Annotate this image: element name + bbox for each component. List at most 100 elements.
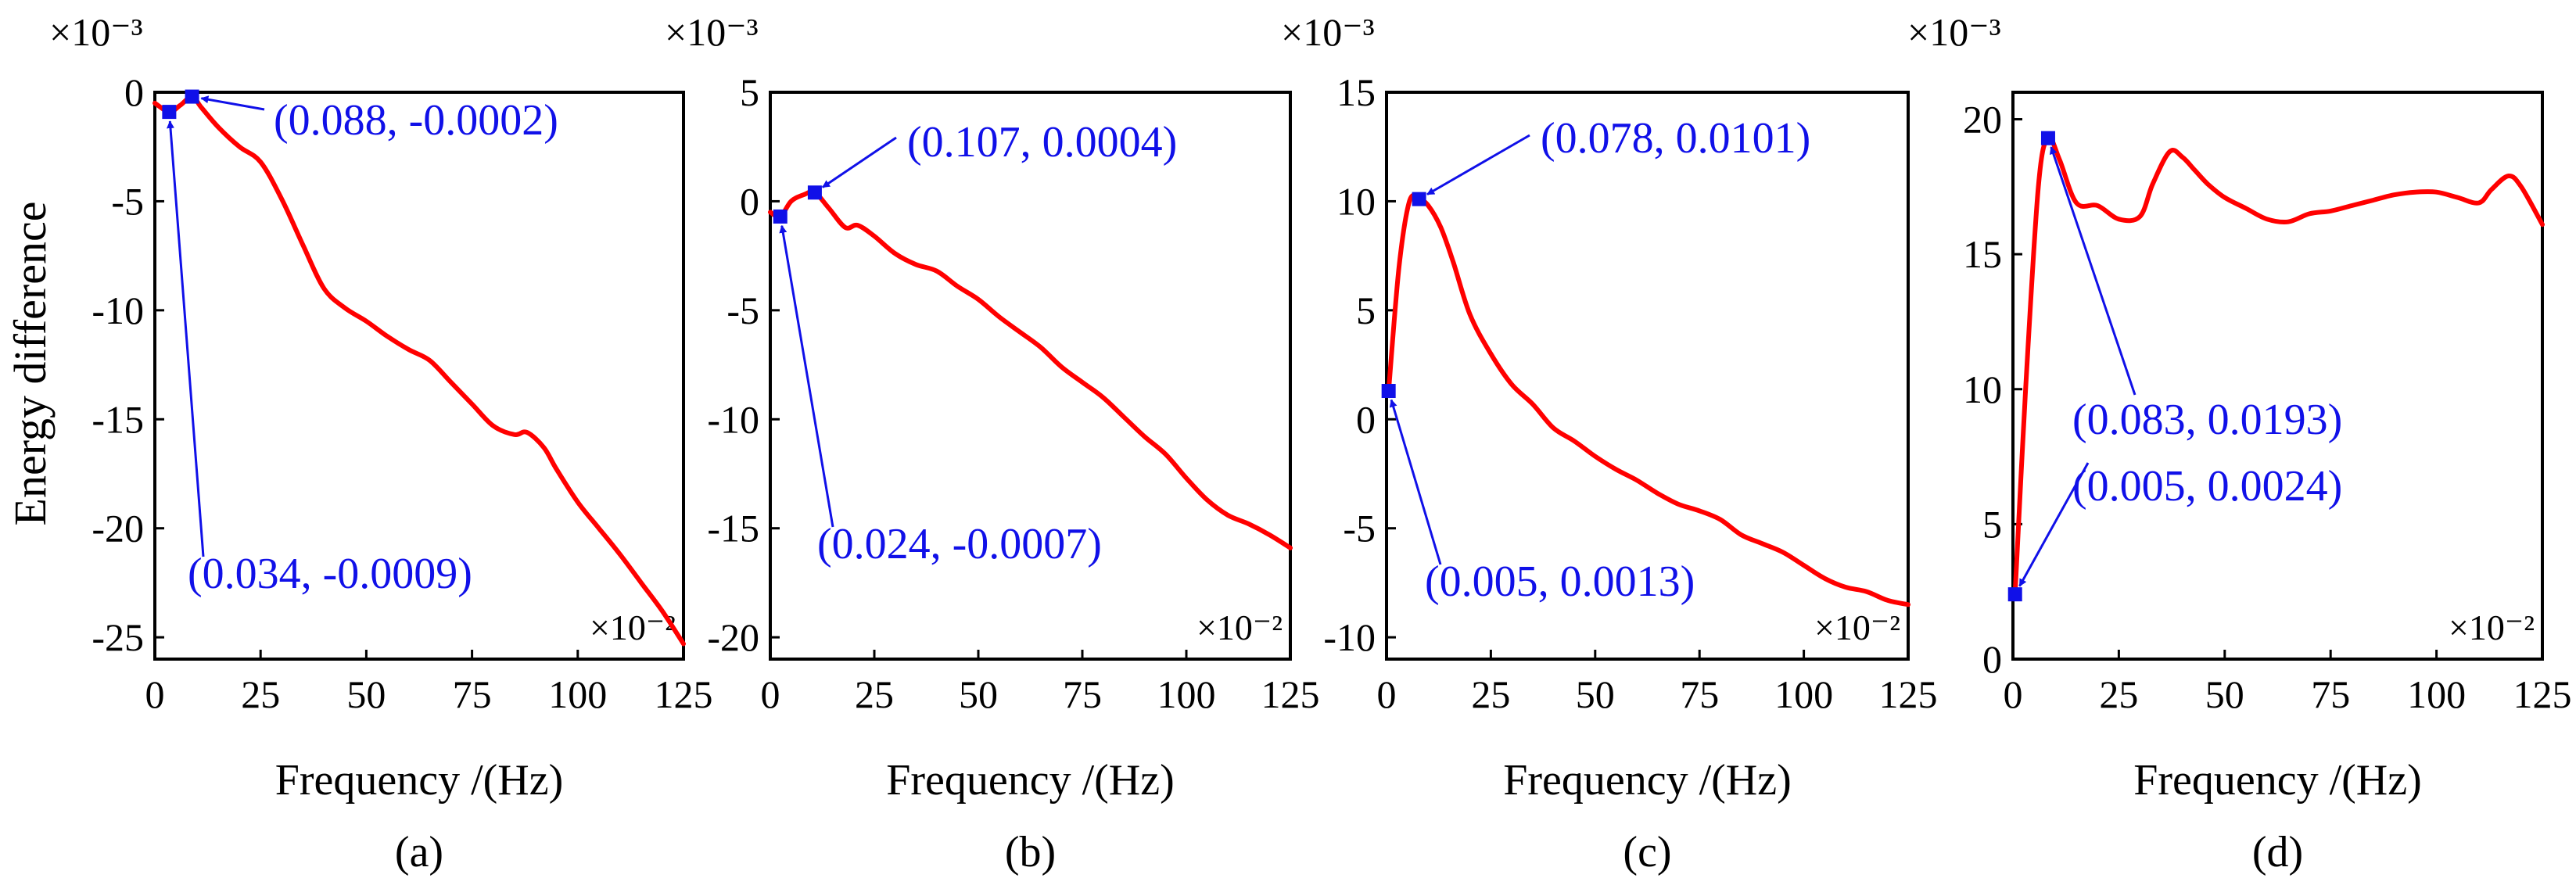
annotation-arrow bbox=[200, 95, 265, 111]
x-axis-title: Frequency /(Hz) bbox=[2133, 756, 2422, 805]
x-multiplier: ×10⁻² bbox=[1197, 607, 1283, 647]
annotation-arrow bbox=[167, 120, 205, 557]
panel-label: (d) bbox=[2252, 828, 2303, 876]
annotation-arrow bbox=[2049, 146, 2137, 396]
x-tick-label: 25 bbox=[2099, 672, 2138, 716]
y-tick-label: 10 bbox=[1336, 179, 1376, 223]
panel-label: (c) bbox=[1623, 828, 1671, 876]
y-tick-label: 0 bbox=[740, 179, 759, 223]
y-multiplier: ×10⁻³ bbox=[1281, 10, 1375, 54]
series-line bbox=[152, 94, 686, 647]
y-multiplier: ×10⁻³ bbox=[1907, 10, 2001, 54]
x-tick-label: 50 bbox=[959, 672, 998, 716]
y-tick-label: 0 bbox=[1982, 637, 2002, 681]
plot-frame bbox=[1385, 91, 1910, 661]
x-tick-label: 75 bbox=[2311, 672, 2350, 716]
data-marker bbox=[162, 105, 177, 120]
data-marker bbox=[2040, 131, 2055, 145]
y-tick-label: -10 bbox=[707, 397, 759, 441]
data-marker bbox=[1412, 192, 1426, 206]
chart-panel-b: 0 25 50 75 100 12550-5-10-15-20×10⁻³×10⁻²Freq… bbox=[665, 10, 1320, 876]
annotation-label: (0.005, 0.0013) bbox=[1425, 557, 1695, 606]
x-tick-label: 100 bbox=[2407, 672, 2466, 716]
annotation-arrow bbox=[822, 136, 897, 188]
chart-panel-a: 0 25 50 75 100 125 0 -5 -10 -15 -20 -25 ×10⁻³ ×10⁻² Fr… bbox=[49, 10, 713, 876]
x-tick-label: 50 bbox=[2205, 672, 2244, 716]
x-multiplier: ×10⁻² bbox=[2449, 607, 2535, 647]
chart-panel-d: 0 25 50 75 100 12520151050×10⁻³×10⁻²Frequency… bbox=[1907, 10, 2572, 876]
x-tick-label: 125 bbox=[1879, 672, 1938, 716]
y-tick-label: -5 bbox=[1343, 507, 1376, 550]
y-tick-label: -15 bbox=[707, 507, 759, 550]
chart-panel-c: 0 25 50 75 100 125151050-5-10×10⁻³×10⁻²Freque… bbox=[1281, 10, 1938, 876]
plot-frame bbox=[769, 91, 1292, 661]
x-tick-label: 0 bbox=[145, 672, 165, 716]
x-tick-label: 75 bbox=[453, 672, 492, 716]
x-axis-title: Frequency /(Hz) bbox=[275, 756, 564, 805]
y-tick-label: -5 bbox=[727, 289, 759, 332]
y-tick-label: -15 bbox=[91, 397, 144, 441]
x-tick-label: 100 bbox=[548, 672, 607, 716]
annotation-arrow bbox=[779, 224, 834, 528]
x-tick-label: 75 bbox=[1680, 672, 1719, 716]
plot-frame bbox=[153, 91, 685, 661]
panel-label: (a) bbox=[395, 828, 443, 876]
x-tick-label: 50 bbox=[346, 672, 386, 716]
annotation-label: (0.088, -0.0002) bbox=[274, 96, 558, 145]
annotation-label: (0.005, 0.0024) bbox=[2072, 462, 2342, 511]
x-axis-title: Frequency /(Hz) bbox=[1503, 756, 1792, 805]
y-multiplier: ×10⁻³ bbox=[49, 10, 143, 54]
plot-frame bbox=[2011, 91, 2544, 661]
series-line bbox=[1386, 192, 1910, 607]
data-marker bbox=[773, 209, 788, 224]
x-tick-label: 25 bbox=[241, 672, 280, 716]
y-tick-label: 5 bbox=[740, 70, 759, 114]
x-tick-label: 100 bbox=[1774, 672, 1833, 716]
y-tick-label: 15 bbox=[1336, 70, 1376, 114]
annotation-label: (0.107, 0.0004) bbox=[907, 118, 1177, 167]
x-multiplier: ×10⁻² bbox=[590, 607, 676, 647]
y-tick-label: -5 bbox=[111, 179, 144, 223]
annotation-arrow bbox=[1426, 134, 1530, 195]
data-marker bbox=[1381, 384, 1396, 399]
annotation-label: (0.024, -0.0007) bbox=[817, 520, 1102, 568]
y-tick-label: -25 bbox=[91, 615, 144, 659]
panel-label: (b) bbox=[1005, 828, 1056, 876]
y-tick-label: -20 bbox=[91, 507, 144, 550]
x-multiplier: ×10⁻² bbox=[1814, 607, 1900, 647]
y-tick-label: 20 bbox=[1963, 98, 2002, 142]
y-tick-label: 0 bbox=[124, 70, 144, 114]
annotation-label: (0.083, 0.0193) bbox=[2072, 396, 2342, 444]
y-tick-label: -20 bbox=[707, 615, 759, 659]
annotation-label: (0.034, -0.0009) bbox=[188, 550, 472, 598]
annotation-arrow bbox=[2018, 462, 2090, 587]
x-tick-label: 0 bbox=[1377, 672, 1397, 716]
series-line bbox=[2012, 134, 2545, 597]
annotation-arrow bbox=[1389, 399, 1442, 565]
annotation-label: (0.078, 0.0101) bbox=[1541, 114, 1810, 163]
y-axis-title: Energy difference bbox=[5, 202, 56, 526]
x-tick-label: 75 bbox=[1063, 672, 1102, 716]
x-tick-label: 25 bbox=[1471, 672, 1510, 716]
y-tick-label: -10 bbox=[91, 289, 144, 332]
y-tick-label: 15 bbox=[1963, 232, 2002, 276]
x-tick-label: 125 bbox=[655, 672, 713, 716]
series-line bbox=[768, 189, 1293, 550]
y-tick-label: -10 bbox=[1323, 615, 1376, 659]
x-tick-label: 0 bbox=[2004, 672, 2023, 716]
data-marker bbox=[807, 185, 822, 200]
y-tick-label: 0 bbox=[1356, 397, 1376, 441]
data-marker bbox=[185, 89, 199, 104]
data-marker bbox=[2007, 587, 2022, 602]
x-tick-label: 125 bbox=[1261, 672, 1320, 716]
x-tick-label: 0 bbox=[761, 672, 780, 716]
y-multiplier: ×10⁻³ bbox=[665, 10, 759, 54]
y-tick-label: 5 bbox=[1356, 289, 1376, 332]
y-tick-label: 10 bbox=[1963, 367, 2002, 411]
y-tick-label: 5 bbox=[1982, 502, 2002, 546]
x-tick-label: 100 bbox=[1157, 672, 1216, 716]
x-tick-label: 125 bbox=[2513, 672, 2572, 716]
x-axis-title: Frequency /(Hz) bbox=[886, 756, 1175, 805]
x-tick-label: 50 bbox=[1576, 672, 1615, 716]
